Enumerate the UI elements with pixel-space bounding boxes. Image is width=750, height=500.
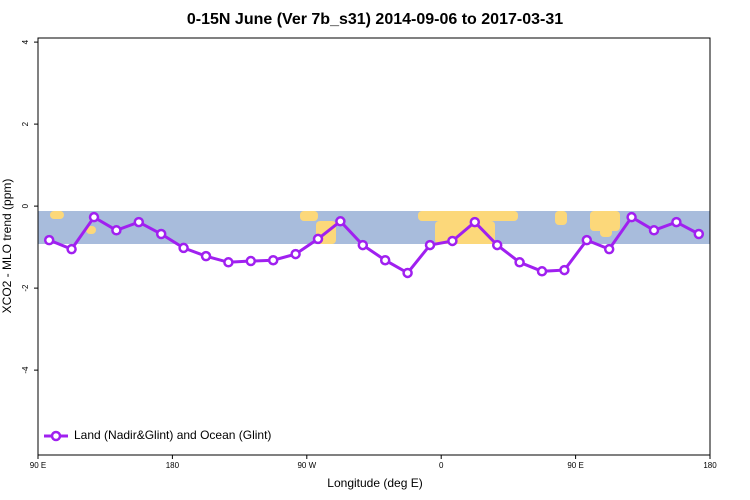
x-tick-label: 180 <box>166 461 180 470</box>
map-land <box>590 211 620 231</box>
y-tick-label: 0 <box>21 203 30 208</box>
data-point <box>200 250 212 262</box>
data-point <box>245 255 257 267</box>
data-point <box>223 257 234 268</box>
x-tick-label: 90 E <box>567 461 583 470</box>
data-point <box>111 225 122 236</box>
data-point <box>693 228 705 240</box>
data-point <box>514 257 525 268</box>
plot-frame <box>37 37 711 456</box>
y-tick-label: -2 <box>21 284 30 292</box>
map-land <box>86 226 96 234</box>
legend-marker <box>50 430 62 442</box>
data-point <box>648 225 660 236</box>
chart-title: 0-15N June (Ver 7b_s31) 2014-09-06 to 20… <box>187 11 563 28</box>
data-point <box>379 254 391 266</box>
data-point <box>626 211 637 223</box>
data-point <box>357 239 369 251</box>
legend-label: Land (Nadir&Glint) and Ocean (Glint) <box>74 428 271 442</box>
map-land <box>600 225 612 237</box>
data-point <box>178 242 189 254</box>
data-point <box>469 216 481 228</box>
data-point <box>88 211 100 223</box>
map-land <box>418 211 518 221</box>
y-tick-label: 4 <box>21 39 30 44</box>
data-point <box>671 216 682 228</box>
map-land <box>300 211 318 221</box>
data-point <box>267 254 279 266</box>
data-point <box>335 216 346 227</box>
data-point <box>66 243 77 255</box>
data-point <box>559 264 570 276</box>
x-tick-label: 90 W <box>297 461 316 470</box>
data-point <box>603 243 615 255</box>
data-point <box>536 266 548 277</box>
data-point <box>155 228 167 240</box>
x-tick-label: 180 <box>703 461 717 470</box>
data-point <box>424 239 436 251</box>
x-tick-label: 0 <box>439 461 444 470</box>
data-point <box>312 233 324 245</box>
data-point <box>290 248 301 260</box>
y-tick-label: 2 <box>21 121 30 126</box>
data-point <box>491 239 503 251</box>
data-point <box>133 216 145 228</box>
x-axis-label: Longitude (deg E) <box>327 476 422 490</box>
data-point <box>447 235 458 247</box>
map-land <box>50 211 64 219</box>
y-axis-label: XCO2 - MLO trend (ppm) <box>0 179 14 314</box>
x-tick-label: 90 E <box>30 461 46 470</box>
data-point <box>581 234 593 246</box>
data-point <box>402 267 413 279</box>
map-land <box>555 211 567 225</box>
y-tick-label: -4 <box>21 366 30 374</box>
data-point <box>43 234 55 246</box>
